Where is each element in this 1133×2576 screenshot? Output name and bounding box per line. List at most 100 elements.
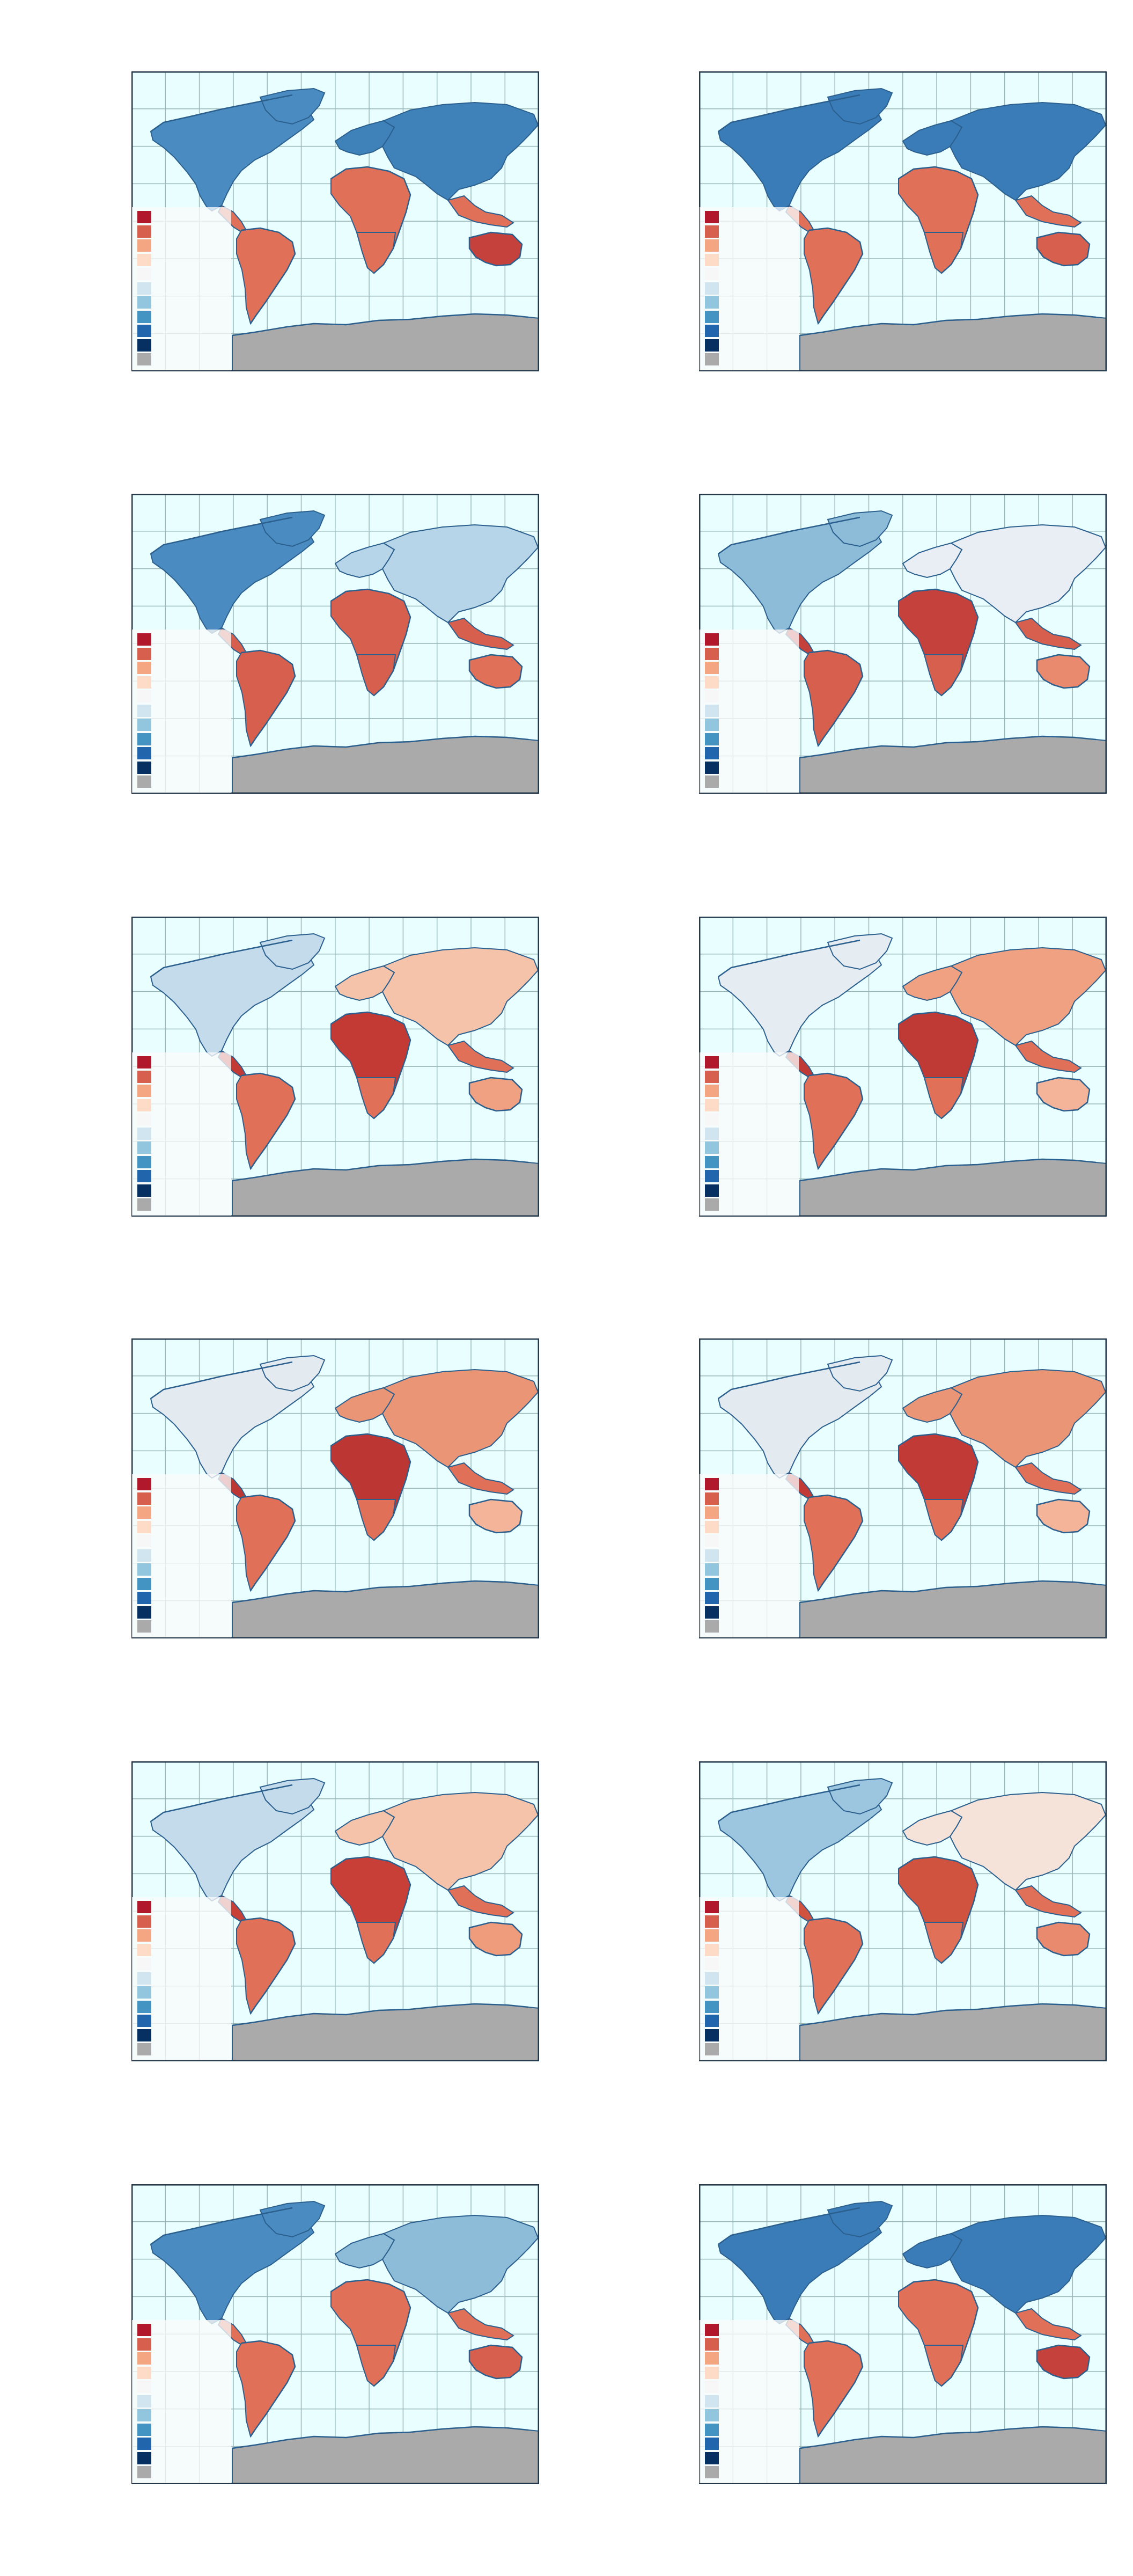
legend-swatch-very-cold [137,339,151,352]
legend-swatch-very-cold [705,2451,719,2464]
legend-box [700,207,799,370]
greenland-landmass [259,1777,326,1815]
legend-swatch-very-cold [705,2029,719,2041]
world-map-panel-nov [131,2184,539,2484]
legend-swatch-slight-cool [137,1549,151,1562]
legend-swatch-very-warm [137,1901,151,1913]
legend-swatch-slight-cool [137,2395,151,2407]
asia-landmass [381,1368,539,1468]
legend-swatch-cool [705,733,719,745]
world-map-panel-mar [131,494,539,794]
legend-swatch-very-cold [137,761,151,774]
legend-swatch-warm [705,1070,719,1083]
greenland-landmass [259,87,326,125]
legend-swatch-warm [705,1915,719,1928]
legend-swatch-neutral [137,2381,151,2393]
greenland-landmass [827,933,893,970]
legend-swatch-mild-cool [705,719,719,731]
coastline [150,1784,529,2026]
legend-swatch-no-data [137,1198,151,1211]
legend-swatch-warm [705,225,719,238]
legend-swatch-neutral [137,1113,151,1125]
legend-swatch-cold [705,1170,719,1182]
legend-swatch-mild-warm [705,662,719,674]
southeast-asia-landmass [1014,195,1082,228]
legend-box [132,630,231,793]
legend-swatch-no-data [705,775,719,788]
legend-box [700,1897,799,2060]
coastline [718,2207,1097,2449]
legend-swatch-mild-cool [705,296,719,309]
legend-swatch-very-warm [705,211,719,223]
legend-swatch-very-warm [705,1478,719,1490]
legend-swatch-very-warm [705,633,719,646]
legend-swatch-slight-warm [137,2366,151,2379]
legend-swatch-slight-warm [137,1520,151,1533]
legend-swatch-cold [137,325,151,337]
legend-swatch-no-data [137,775,151,788]
legend-swatch-cold [705,325,719,337]
southeast-asia-landmass [1014,1462,1082,1495]
legend-swatch-slight-cool [137,1127,151,1140]
world-map-panel-dec [699,2184,1107,2484]
legend-swatch-mild-cool [705,1563,719,1576]
southeast-asia-landmass [447,2308,514,2341]
world-map-panel-oct [699,1761,1107,2061]
southeast-asia-landmass [447,617,514,650]
legend-swatch-slight-cool [137,282,151,295]
legend-swatch-slight-warm [137,253,151,266]
legend-swatch-slight-warm [137,676,151,689]
legend-swatch-cool [137,310,151,323]
legend-swatch-very-cold [137,2029,151,2041]
legend-swatch-mild-warm [705,2352,719,2365]
legend-swatch-very-warm [137,211,151,223]
legend-swatch-slight-warm [137,1943,151,1956]
asia-landmass [949,947,1107,1046]
asia-landmass [381,947,539,1046]
southeast-asia-landmass [447,195,514,228]
legend-swatch-mild-cool [137,296,151,309]
legend-swatch-mild-warm [705,1929,719,1942]
world-map-panel-jan [131,71,539,371]
legend-swatch-cold [705,2015,719,2027]
legend-swatch-mild-cool [705,1141,719,1154]
legend-swatch-warm [137,2338,151,2351]
greenland-landmass [827,1355,893,1392]
greenland-landmass [827,2200,893,2238]
legend-swatch-slight-cool [137,1972,151,1985]
legend-swatch-very-warm [137,2324,151,2336]
asia-landmass [381,2214,539,2314]
asia-landmass [949,101,1107,201]
legend-swatch-mild-warm [137,1085,151,1097]
legend-swatch-cool [137,1155,151,1168]
southeast-asia-landmass [1014,1040,1082,1073]
legend-swatch-warm [137,1492,151,1505]
asia-landmass [381,101,539,201]
legend-swatch-slight-warm [705,1099,719,1111]
legend-swatch-warm [705,1492,719,1505]
legend-swatch-cold [705,1592,719,1604]
legend-swatch-mild-cool [137,1986,151,1999]
legend-swatch-neutral [705,268,719,280]
legend-swatch-very-cold [705,761,719,774]
legend-swatch-very-warm [705,1056,719,1069]
coastline [150,94,529,336]
legend-swatch-warm [137,225,151,238]
legend-swatch-slight-cool [705,1549,719,1562]
coastline [718,94,1097,336]
legend-swatch-neutral [137,1958,151,1970]
asia-landmass [381,1791,539,1891]
greenland-landmass [259,1355,326,1392]
legend-swatch-very-cold [705,1184,719,1197]
legend-swatch-warm [705,647,719,660]
legend-swatch-very-warm [137,1478,151,1490]
coastline [718,516,1097,759]
legend-swatch-slight-cool [137,704,151,717]
legend-box [132,1474,231,1637]
legend-swatch-very-cold [137,2451,151,2464]
legend-swatch-slight-warm [705,2366,719,2379]
asia-landmass [949,1368,1107,1468]
legend-swatch-mild-cool [137,1141,151,1154]
legend-swatch-cool [137,2000,151,2013]
legend-swatch-cold [137,1170,151,1182]
